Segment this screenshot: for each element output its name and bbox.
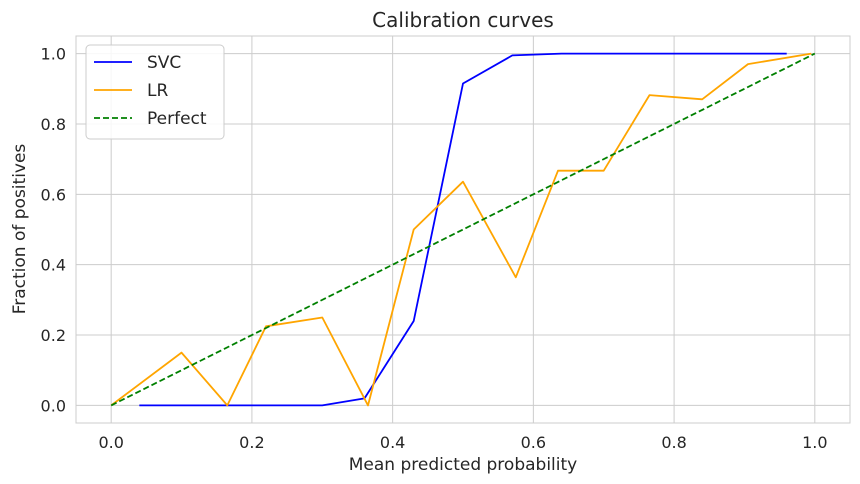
legend-label-perfect: Perfect bbox=[147, 109, 207, 129]
x-tick-label: 1.0 bbox=[802, 433, 827, 452]
x-tick-label: 0.0 bbox=[98, 433, 123, 452]
y-axis-ticks: 0.0 0.2 0.4 0.6 0.8 1.0 bbox=[41, 45, 66, 416]
y-tick-label: 1.0 bbox=[41, 45, 66, 64]
series-line-perfect bbox=[110, 52, 816, 407]
legend: SVC LR Perfect bbox=[85, 44, 225, 140]
legend-label-svc: SVC bbox=[147, 53, 181, 73]
x-tick-label: 0.4 bbox=[380, 433, 405, 452]
x-tick-label: 0.6 bbox=[521, 433, 546, 452]
y-tick-label: 0.4 bbox=[41, 256, 66, 275]
legend-box bbox=[85, 44, 225, 140]
series-line-lr bbox=[110, 52, 812, 407]
y-tick-label: 0.0 bbox=[41, 396, 66, 415]
x-axis-label: Mean predicted probability bbox=[349, 455, 577, 475]
y-tick-label: 0.6 bbox=[41, 185, 66, 204]
grid bbox=[76, 36, 850, 423]
x-axis-ticks: 0.0 0.2 0.4 0.6 0.8 1.0 bbox=[98, 433, 827, 452]
y-tick-label: 0.8 bbox=[41, 115, 66, 134]
x-tick-label: 0.8 bbox=[661, 433, 686, 452]
x-tick-label: 0.2 bbox=[239, 433, 264, 452]
series-line-svc bbox=[139, 52, 787, 407]
y-axis-label: Fraction of positives bbox=[10, 144, 30, 315]
y-tick-label: 0.2 bbox=[41, 326, 66, 345]
chart-title: Calibration curves bbox=[372, 8, 554, 32]
legend-label-lr: LR bbox=[147, 81, 168, 101]
series-group bbox=[110, 52, 816, 407]
